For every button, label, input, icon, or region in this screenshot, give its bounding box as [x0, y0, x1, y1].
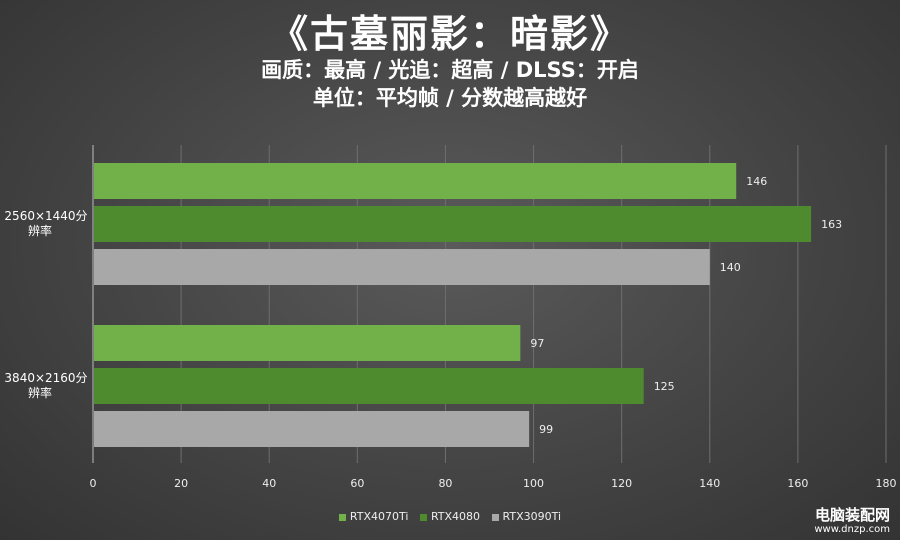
legend-item-rtx4070ti: RTX4070Ti	[338, 510, 409, 523]
x-tick-label-40: 40	[262, 477, 276, 490]
watermark: 电脑装配网 www.dnzp.com	[814, 506, 890, 536]
data-label-rtx4080-0: 163	[821, 218, 842, 231]
legend-label-rtx3090ti: RTX3090Ti	[502, 510, 562, 523]
watermark-url: www.dnzp.com	[814, 524, 890, 535]
legend: RTX4070Ti RTX4080 RTX3090Ti	[0, 510, 900, 523]
legend-swatch-rtx4070ti	[338, 513, 346, 521]
x-tick-label-0: 0	[90, 477, 97, 490]
bar-rtx4070ti-1	[94, 325, 521, 361]
legend-label-rtx4080: RTX4080	[430, 510, 481, 523]
data-label-rtx3090ti-0: 140	[720, 261, 741, 274]
x-tick-label-160: 160	[787, 477, 808, 490]
chart-subtitle-unit: 单位：平均帧 / 分数越高越好	[312, 86, 588, 110]
bar-rtx3090ti-1	[94, 411, 530, 447]
x-tick-label-120: 120	[611, 477, 632, 490]
chart-subtitle: 画质：最高 / 光追：超高 / DLSS：开启	[261, 58, 639, 82]
bar-rtx4080-1	[94, 368, 644, 404]
legend-swatch-rtx3090ti	[491, 513, 499, 521]
category-label-0: 2560×1440分辨率	[4, 209, 87, 238]
bar-rtx4070ti-0	[94, 163, 737, 199]
data-label-rtx4070ti-1: 97	[530, 337, 544, 350]
legend-label-rtx4070ti: RTX4070Ti	[349, 510, 409, 523]
data-label-rtx4070ti-0: 146	[746, 175, 767, 188]
chart-title: 《古墓丽影：暗影》	[269, 12, 630, 56]
watermark-text: 电脑装配网	[814, 506, 890, 524]
data-label-rtx4080-1: 125	[654, 380, 675, 393]
legend-item-rtx4080: RTX4080	[419, 510, 481, 523]
x-tick-label-100: 100	[523, 477, 544, 490]
x-tick-label-180: 180	[876, 477, 897, 490]
x-tick-label-140: 140	[699, 477, 720, 490]
x-tick-label-20: 20	[174, 477, 188, 490]
title-block: 《古墓丽影：暗影》 画质：最高 / 光追：超高 / DLSS：开启 单位：平均帧…	[0, 0, 900, 112]
legend-swatch-rtx4080	[419, 513, 427, 521]
category-label-1: 3840×2160分辨率	[4, 371, 87, 400]
legend-item-rtx3090ti: RTX3090Ti	[491, 510, 562, 523]
bar-rtx4080-0	[94, 206, 812, 242]
x-tick-label-60: 60	[350, 477, 364, 490]
data-label-rtx3090ti-1: 99	[539, 423, 553, 436]
x-tick-label-80: 80	[438, 477, 452, 490]
bar-rtx3090ti-0	[94, 249, 710, 285]
